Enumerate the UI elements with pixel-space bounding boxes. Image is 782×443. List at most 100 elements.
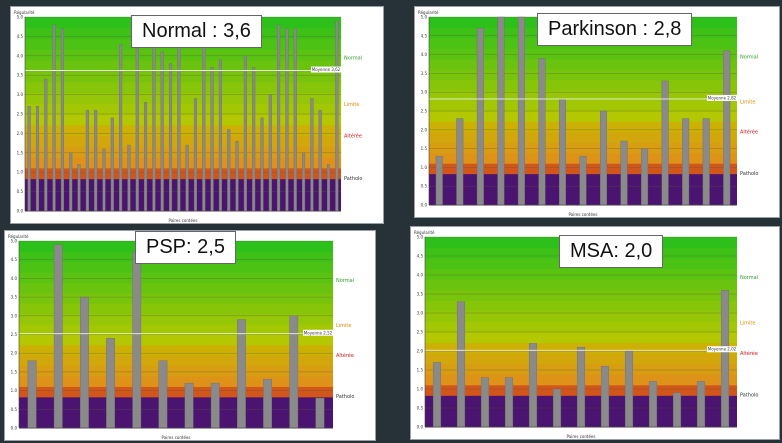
bar: [135, 47, 139, 212]
x-axis-label: Paires cordées: [169, 218, 198, 223]
mean-label-box: [311, 66, 341, 73]
y-tick-label: 0.5: [421, 184, 428, 189]
y-tick-label: 5.0: [417, 235, 424, 240]
bar: [476, 28, 484, 206]
y-tick-label: 2.0: [417, 349, 424, 354]
bar: [702, 118, 710, 206]
bar: [60, 28, 64, 212]
bar: [102, 148, 106, 212]
background-band: [25, 135, 341, 147]
y-tick-label: 4.0: [417, 273, 424, 278]
y-tick-label: 2.5: [417, 330, 424, 335]
chart-panel-psp: 0.0 0.5 1.0 1.5 2.0 2.5 3.0 3.5 4.0 4.5 5.0 Moyenne…: [4, 230, 376, 441]
y-tick-label: 2.0: [11, 351, 18, 356]
bar: [177, 43, 181, 212]
background-band: [429, 79, 737, 91]
chart-panel-msa: 0.0 0.5 1.0 1.5 2.0 2.5 3.0 3.5 4.0 4.5 5.0 Moyenne…: [410, 226, 780, 440]
background-band: [425, 279, 737, 291]
bar: [528, 343, 538, 428]
bar: [456, 118, 464, 206]
y-tick-label: 3.0: [421, 90, 428, 95]
bar: [85, 109, 89, 212]
bar: [289, 315, 299, 429]
background-band: [19, 344, 333, 356]
bar: [579, 155, 587, 206]
bar: [624, 350, 634, 428]
bar: [277, 24, 281, 212]
bar: [723, 50, 731, 206]
zone-label-pathol: Patholo: [740, 171, 759, 177]
y-tick-label: 3.5: [11, 295, 18, 300]
y-tick-label: 0.5: [17, 189, 24, 194]
bar: [110, 117, 114, 212]
background-band: [25, 146, 341, 158]
y-tick-label: 1.0: [11, 388, 18, 393]
bar: [77, 164, 81, 212]
bar: [80, 296, 89, 429]
background-band: [19, 313, 333, 325]
background-band: [25, 70, 341, 83]
bar: [53, 244, 63, 429]
y-tick-label: 3.0: [11, 313, 18, 318]
background-band: [25, 92, 341, 104]
y-tick-label: 3.5: [417, 292, 424, 297]
background-band: [19, 272, 333, 284]
chart-title-psp: PSP: 2,5: [135, 231, 236, 264]
background-band: [429, 111, 737, 122]
y-tick-label: 2.5: [17, 112, 24, 117]
bar: [106, 338, 115, 429]
background-band: [25, 49, 341, 61]
y-tick-label: 0.0: [417, 425, 424, 430]
bar: [268, 94, 272, 212]
background-band: [25, 60, 341, 72]
bar: [168, 63, 173, 212]
bar: [160, 51, 164, 212]
background-band: [25, 178, 341, 190]
bar: [237, 319, 246, 429]
y-tick-label: 1.5: [417, 368, 424, 373]
bar: [310, 98, 314, 212]
mean-label: Moyenne 2,52: [304, 330, 333, 335]
background-band: [19, 303, 333, 315]
y-tick-label: 1.0: [421, 165, 428, 170]
y-tick-label: 3.0: [17, 92, 24, 97]
bar: [456, 301, 466, 428]
bar: [318, 109, 322, 212]
bar: [132, 252, 142, 429]
background-band: [19, 334, 333, 346]
bar: [335, 20, 339, 212]
background-band: [425, 268, 737, 280]
chart-title-msa: MSA: 2,0: [559, 235, 664, 268]
y-tick-label: 2.5: [421, 109, 428, 114]
background-band: [19, 282, 333, 294]
bar: [94, 109, 98, 212]
bar: [35, 106, 40, 212]
background-band: [429, 90, 737, 102]
bar: [648, 381, 658, 428]
bar: [243, 55, 247, 212]
zone-label-normal: Normal: [740, 275, 758, 281]
zone-label-normal: Normal: [344, 56, 362, 62]
y-tick-label: 3.5: [17, 73, 24, 78]
y-tick-label: 3.5: [421, 71, 428, 76]
zone-label-limite: Limite: [740, 320, 755, 326]
bar: [69, 152, 73, 212]
background-band: [425, 300, 737, 312]
chart-panel-normal: 0.0 0.5 1.0 1.5 2.0 2.5 3.0 3.5 4.0 4.5 5.0 Moyenne…: [10, 6, 384, 224]
background-band: [25, 167, 341, 180]
zone-label-alteree: Altérée: [336, 352, 354, 359]
bar: [252, 67, 256, 212]
bar: [432, 362, 442, 428]
bar: [27, 106, 31, 212]
bar: [720, 290, 730, 428]
bar: [218, 59, 222, 212]
y-tick-label: 4.0: [17, 53, 24, 58]
bar: [497, 16, 505, 206]
bar: [263, 379, 272, 429]
y-tick-label: 2.5: [11, 332, 18, 337]
chart-psp: 0.0 0.5 1.0 1.5 2.0 2.5 3.0 3.5 4.0 4.5 5.0 Moyenne…: [8, 234, 355, 440]
y-tick-label: 4.5: [417, 254, 424, 259]
y-tick-label: 2.0: [17, 131, 24, 136]
bar: [672, 392, 682, 428]
background-band: [429, 131, 737, 143]
